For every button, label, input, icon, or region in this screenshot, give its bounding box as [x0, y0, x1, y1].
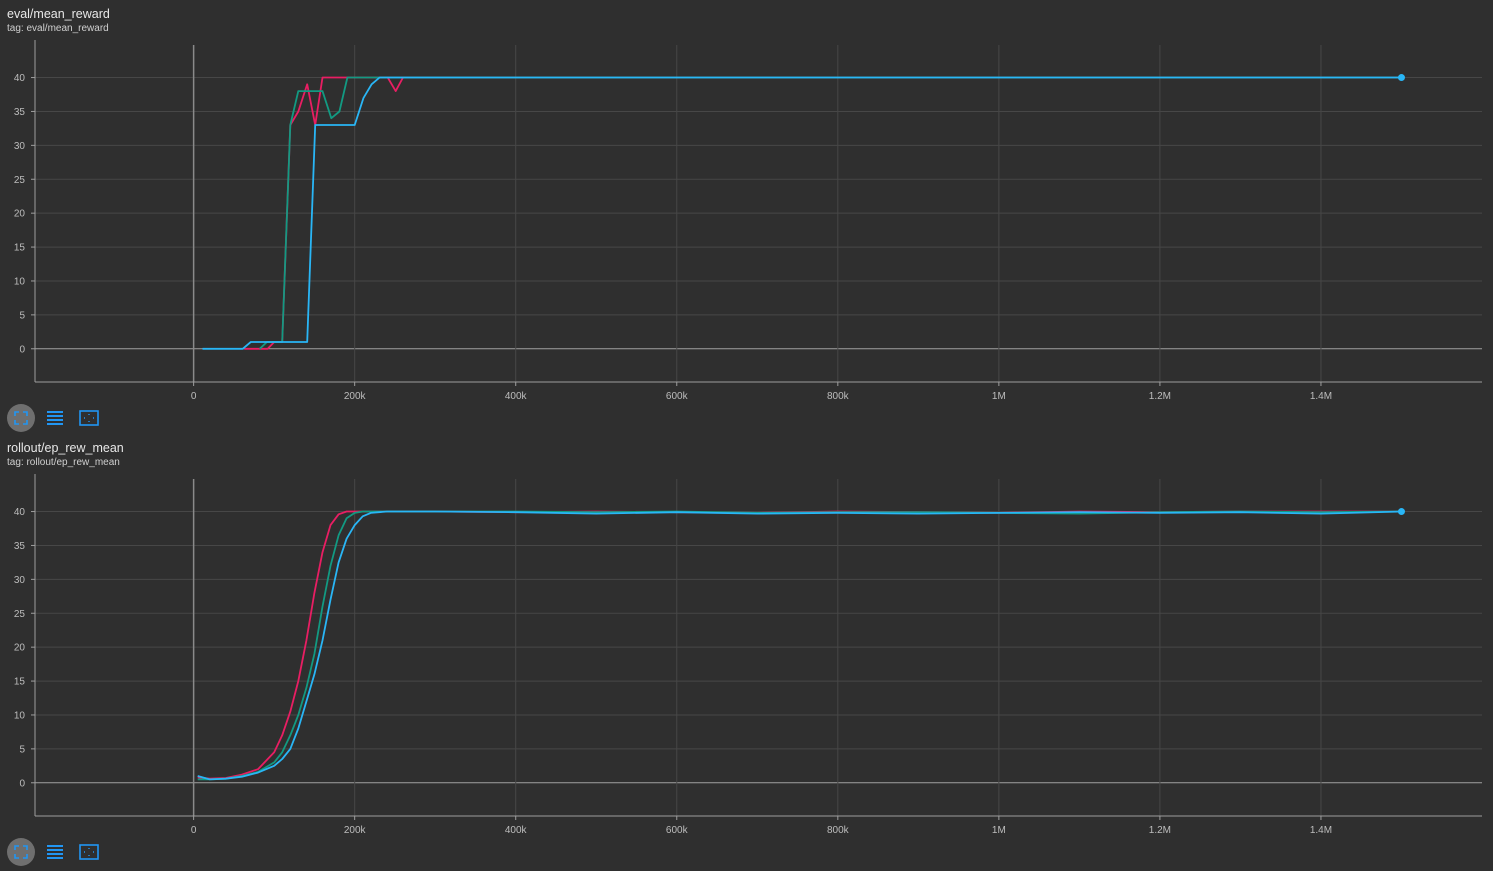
series-end-point: [1397, 74, 1405, 82]
expand-chart-icon: [79, 844, 99, 860]
toggle-log-scale-button[interactable]: [41, 404, 69, 432]
series-line-2[interactable]: [197, 510, 1402, 781]
chart-title: rollout/ep_rew_mean: [7, 441, 124, 455]
y-tick-label: 10: [14, 710, 26, 721]
x-tick-label: 600k: [666, 391, 689, 402]
fit-domain-icon: [14, 411, 28, 425]
chart-toolbar: [7, 838, 103, 866]
chart-tag: tag: eval/mean_reward: [7, 23, 109, 34]
fit-domain-icon: [14, 845, 28, 859]
y-tick-label: 40: [14, 507, 26, 518]
chart-tag: tag: rollout/ep_rew_mean: [7, 457, 120, 468]
toggle-log-scale-icon: [47, 411, 63, 425]
x-tick-label: 1M: [992, 391, 1006, 402]
chart-card-eval-mean-reward: eval/mean_reward tag: eval/mean_reward 0…: [0, 0, 1493, 434]
series-line-0[interactable]: [197, 510, 1402, 780]
x-tick-label: 800k: [827, 391, 850, 402]
x-tick-label: 1M: [992, 825, 1006, 836]
expand-chart-icon: [79, 410, 99, 426]
y-tick-label: 5: [19, 310, 25, 321]
y-tick-label: 25: [14, 609, 26, 620]
expand-chart-button[interactable]: [75, 838, 103, 866]
x-tick-label: 400k: [505, 391, 528, 402]
y-tick-label: 0: [19, 344, 25, 355]
x-tick-label: 1.4M: [1310, 391, 1332, 402]
line-chart-rollout[interactable]: 0 5 10 15 20 25 30 35 40 0 200k 400k 600k 800k 1M 1.2M 1…: [0, 474, 1493, 839]
x-tick-label: 600k: [666, 825, 689, 836]
fit-domain-button[interactable]: [7, 404, 35, 432]
y-tick-label: 10: [14, 276, 26, 287]
y-tick-label: 35: [14, 107, 26, 118]
line-chart-eval[interactable]: 0 5 10 15 20 25 30 35 40 0 200k 400k 600k 800k 1M 1.2M 1…: [0, 40, 1493, 405]
y-tick-label: 30: [14, 575, 26, 586]
x-tick-label: 200k: [344, 825, 367, 836]
series-end-point: [1397, 508, 1405, 516]
toggle-log-scale-icon: [47, 845, 63, 859]
fit-domain-button[interactable]: [7, 838, 35, 866]
x-tick-label: 1.2M: [1149, 391, 1171, 402]
y-tick-label: 15: [14, 677, 26, 688]
y-tick-label: 20: [14, 643, 26, 654]
series-line-1[interactable]: [197, 510, 1402, 781]
series-line-2[interactable]: [202, 76, 1402, 350]
y-tick-label: 20: [14, 209, 26, 220]
y-tick-label: 5: [19, 744, 25, 755]
chart-card-rollout-ep-rew-mean: rollout/ep_rew_mean tag: rollout/ep_rew_…: [0, 434, 1493, 868]
y-tick-label: 35: [14, 541, 26, 552]
x-tick-label: 1.4M: [1310, 825, 1332, 836]
y-tick-label: 0: [19, 778, 25, 789]
chart-toolbar: [7, 404, 103, 432]
x-tick-label: 800k: [827, 825, 850, 836]
x-tick-label: 0: [191, 391, 197, 402]
y-tick-label: 25: [14, 175, 26, 186]
y-tick-label: 30: [14, 141, 26, 152]
chart-title: eval/mean_reward: [7, 7, 110, 21]
y-tick-label: 15: [14, 243, 26, 254]
expand-chart-button[interactable]: [75, 404, 103, 432]
toggle-log-scale-button[interactable]: [41, 838, 69, 866]
y-tick-label: 40: [14, 73, 26, 84]
x-tick-label: 200k: [344, 391, 367, 402]
x-tick-label: 400k: [505, 825, 528, 836]
x-tick-label: 0: [191, 825, 197, 836]
x-tick-label: 1.2M: [1149, 825, 1171, 836]
